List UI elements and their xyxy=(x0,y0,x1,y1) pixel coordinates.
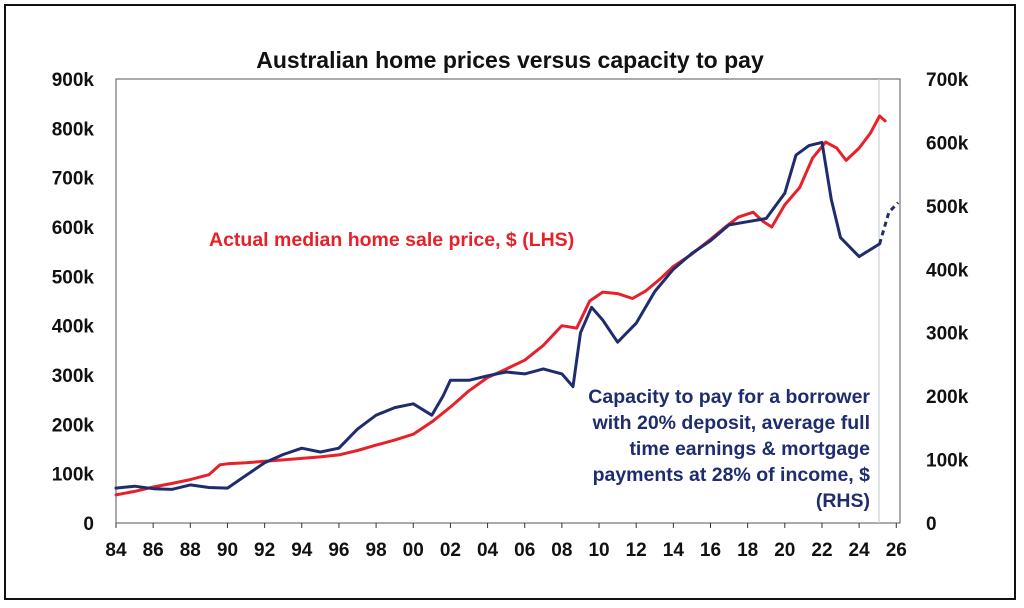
x-tick-label: 98 xyxy=(366,540,387,561)
right-tick-label: 700k xyxy=(926,70,969,91)
price-series-label: Actual median home sale price, $ (LHS) xyxy=(209,229,574,251)
right-tick-label: 200k xyxy=(926,387,969,408)
x-tick-label: 26 xyxy=(886,540,907,561)
x-tick-label: 96 xyxy=(328,540,349,561)
x-tick-label: 00 xyxy=(403,540,424,561)
series-label-line: with 20% deposit, average full xyxy=(592,412,870,434)
x-axis-ticks: 84 86 88 90 92 94 96 98 00 02 04 06 08 10 12 14 16 18 20 22… xyxy=(105,523,907,561)
right-tick-label: 400k xyxy=(926,260,969,281)
right-tick-label: 100k xyxy=(926,451,969,472)
x-tick-label: 16 xyxy=(700,540,721,561)
x-tick-label: 88 xyxy=(180,540,201,561)
x-tick-label: 94 xyxy=(291,540,313,561)
x-tick-label: 20 xyxy=(774,540,795,561)
left-tick-label: 700k xyxy=(52,169,95,190)
right-tick-label: 600k xyxy=(926,133,969,154)
left-axis-ticks: 0 100k 200k 300k 400k 500k 600k 700k 800k 900k xyxy=(52,70,95,535)
right-tick-label: 0 xyxy=(926,514,937,535)
x-tick-label: 84 xyxy=(105,540,127,561)
capacity-to-pay-series-line xyxy=(114,140,882,491)
series-label-line: payments at 28% of income, $ xyxy=(593,464,871,486)
x-tick-label: 02 xyxy=(440,540,461,561)
median-price-series-line xyxy=(114,114,887,497)
x-tick-label: 12 xyxy=(626,540,647,561)
x-tick-label: 18 xyxy=(737,540,758,561)
series-label-line: (RHS) xyxy=(816,490,870,512)
right-tick-label: 500k xyxy=(926,197,969,218)
chart-frame: Australian home prices versus capacity t… xyxy=(4,4,1016,600)
left-tick-label: 400k xyxy=(52,317,95,338)
left-tick-label: 800k xyxy=(52,119,95,140)
left-tick-label: 600k xyxy=(52,218,95,239)
left-tick-label: 0 xyxy=(83,514,94,535)
x-tick-label: 24 xyxy=(849,540,871,561)
left-tick-label: 100k xyxy=(52,465,95,486)
chart-svg: Australian home prices versus capacity t… xyxy=(52,47,969,561)
capacity-to-pay-projection-line xyxy=(878,201,900,245)
x-tick-label: 90 xyxy=(217,540,238,561)
capacity-series-label: Capacity to pay for a borrower with 20% d… xyxy=(588,386,870,512)
series-label-line: Capacity to pay for a borrower xyxy=(588,386,870,408)
left-tick-label: 500k xyxy=(52,267,95,288)
x-tick-label: 06 xyxy=(514,540,535,561)
x-tick-label: 86 xyxy=(143,540,164,561)
x-tick-label: 10 xyxy=(588,540,609,561)
x-tick-label: 08 xyxy=(551,540,572,561)
right-tick-label: 300k xyxy=(926,324,969,345)
left-tick-label: 200k xyxy=(52,415,95,436)
chart-title: Australian home prices versus capacity t… xyxy=(256,47,764,73)
plot-area xyxy=(115,78,901,524)
left-tick-label: 900k xyxy=(52,70,95,91)
series-layer xyxy=(114,114,900,497)
left-tick-label: 300k xyxy=(52,366,95,387)
x-tick-label: 22 xyxy=(811,540,832,561)
series-label-line: Actual median home sale price, $ (LHS) xyxy=(209,229,574,251)
right-axis-ticks: 0 100k 200k 300k 400k 500k 600k 700k xyxy=(926,70,969,535)
x-tick-label: 04 xyxy=(477,540,499,561)
x-tick-label: 92 xyxy=(254,540,275,561)
x-tick-label: 14 xyxy=(663,540,685,561)
series-label-line: time earnings & mortgage xyxy=(629,438,870,460)
